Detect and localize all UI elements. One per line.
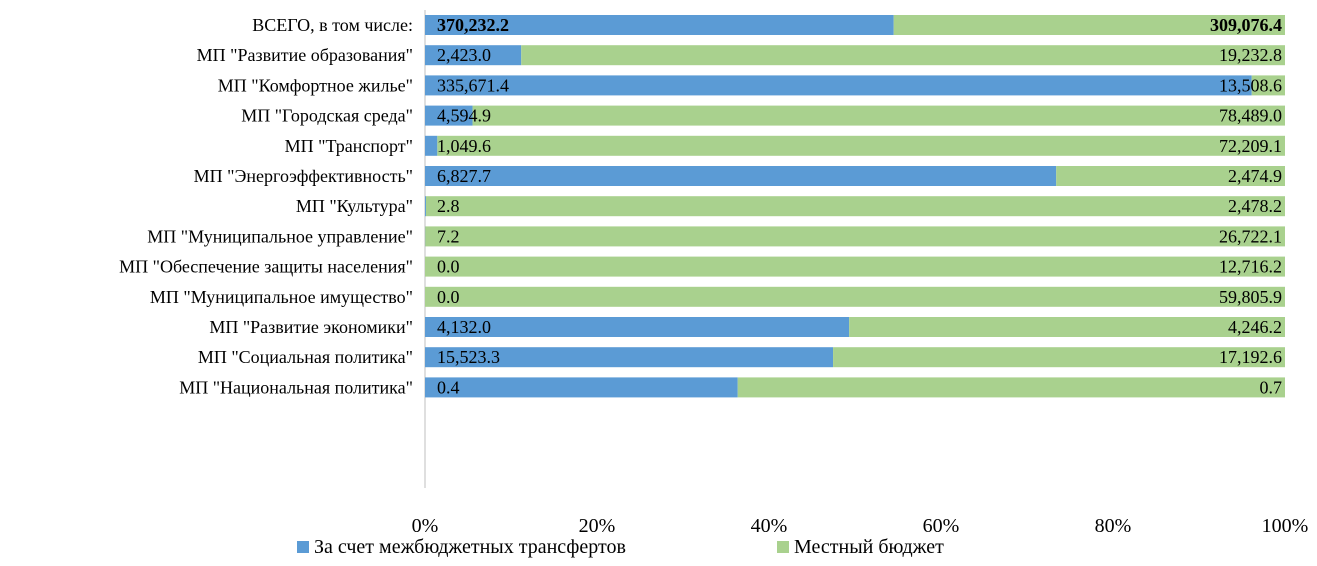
data-label-transfers: 7.2 [437,226,460,246]
category-label: МП "Обеспечение защиты населения" [119,257,413,277]
bar-local-budget [425,196,1285,217]
data-label-transfers: 0.0 [437,287,460,307]
data-label-local-budget: 2,478.2 [1228,196,1282,216]
category-label: МП "Транспорт" [285,136,413,156]
data-label-local-budget: 19,232.8 [1219,45,1282,65]
category-label: МП "Комфортное жилье" [218,75,413,95]
legend-label-transfers: За счет межбюджетных трансфертов [314,536,626,558]
data-label-local-budget: 0.7 [1260,377,1283,397]
x-tick-label: 40% [751,515,788,537]
bar-transfers [425,135,438,156]
data-label-local-budget: 309,076.4 [1210,15,1282,35]
data-label-transfers: 6,827.7 [437,166,491,186]
data-label-local-budget: 17,192.6 [1219,347,1282,367]
category-label: МП "Муниципальное управление" [147,226,413,246]
x-tick-label: 0% [412,515,439,537]
x-tick-label: 20% [579,515,616,537]
bar-local-budget [425,286,1285,307]
bar-transfers [425,317,850,337]
data-label-local-budget: 12,716.2 [1219,257,1282,277]
category-label: МП "Развитие экономики" [209,317,413,337]
bar-transfers [425,75,1252,96]
data-label-local-budget: 13,508.6 [1219,75,1282,95]
bar-local-budget [849,317,1285,337]
bar-local-budget [472,105,1285,126]
bar-local-budget [893,15,1285,35]
data-label-local-budget: 78,489.0 [1219,106,1282,126]
bar-transfers [425,166,1057,186]
x-tick-label: 60% [923,515,960,537]
data-label-transfers: 2,423.0 [437,45,491,65]
bar-local-budget [833,347,1285,368]
data-label-local-budget: 26,722.1 [1219,226,1282,246]
bar-local-budget [425,226,1285,247]
bar-local-budget [437,135,1285,156]
x-tick-label: 80% [1095,515,1132,537]
bar-local-budget [425,256,1285,277]
data-label-transfers: 2.8 [437,196,460,216]
category-label: МП "Муниципальное имущество" [150,287,413,307]
bar-local-budget [521,45,1285,66]
legend-swatch-local-budget [777,541,789,553]
category-label: МП "Развитие образования" [197,45,413,65]
data-label-transfers: 1,049.6 [437,136,491,156]
x-tick-label: 100% [1262,515,1309,537]
legend-swatch-transfers [297,541,309,553]
bar-local-budget [1251,75,1285,96]
bar-local-budget [1056,166,1285,186]
bar-transfers [425,15,894,35]
data-label-transfers: 335,671.4 [437,75,509,95]
category-label: МП "Городская среда" [241,106,413,126]
bar-transfers [425,377,738,398]
bar-transfers [425,196,426,217]
data-label-local-budget: 59,805.9 [1219,287,1282,307]
legend-label-local-budget: Местный бюджет [794,536,944,558]
data-label-transfers: 0.4 [437,377,460,397]
data-label-local-budget: 2,474.9 [1228,166,1282,186]
data-label-local-budget: 4,246.2 [1228,317,1282,337]
bar-transfers [425,45,522,66]
category-label: МП "Энергоэффективность" [194,166,413,186]
data-label-transfers: 15,523.3 [437,347,500,367]
category-label: МП "Социальная политика" [198,347,413,367]
data-label-transfers: 0.0 [437,257,460,277]
bar-transfers [425,105,473,126]
category-label: МП "Национальная политика" [179,377,413,397]
bar-local-budget [737,377,1285,398]
data-label-local-budget: 72,209.1 [1219,136,1282,156]
category-label: МП "Культура" [296,196,413,216]
data-label-transfers: 4,594.9 [437,106,491,126]
category-label: ВСЕГО, в том числе: [252,15,413,35]
data-label-transfers: 4,132.0 [437,317,491,337]
data-label-transfers: 370,232.2 [437,15,509,35]
bar-transfers [425,347,834,368]
